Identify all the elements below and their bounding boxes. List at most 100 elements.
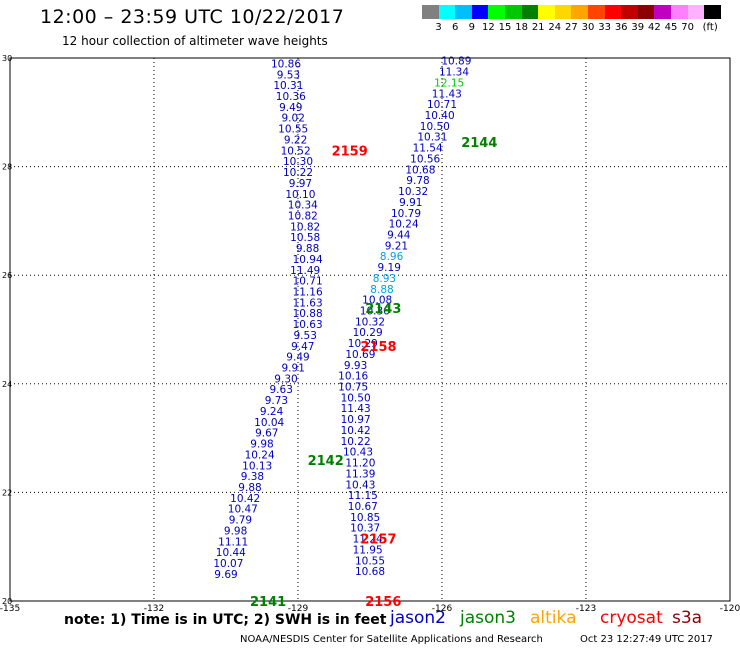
- satellite-altika: altika: [530, 608, 577, 628]
- wave-height-value: 11.11: [218, 536, 248, 548]
- pass-number-label: 2142: [308, 454, 344, 469]
- legend-swatch: [538, 5, 555, 19]
- wave-height-value: 10.69: [345, 349, 375, 361]
- wave-height-value: 10.47: [228, 504, 258, 516]
- wave-height-value: 9.44: [387, 229, 411, 241]
- wave-height-value: 9.98: [224, 525, 247, 537]
- wave-height-value: 11.39: [345, 468, 375, 480]
- wave-height-value: 9.88: [296, 243, 319, 255]
- legend-label: 45: [664, 22, 678, 33]
- legend-swatch: [554, 5, 572, 19]
- wave-height-value: 10.58: [290, 232, 320, 244]
- pass-number-label: 2158: [360, 340, 396, 355]
- wave-height-value: 9.91: [282, 363, 305, 375]
- wave-height-value: 11.34: [439, 67, 469, 79]
- wave-height-value: 10.94: [293, 254, 323, 266]
- wave-height-value: 10.36: [276, 91, 306, 103]
- legend-label: 6: [452, 22, 459, 33]
- pass-number-label: 2157: [360, 533, 396, 548]
- wave-height-value: 10.88: [293, 308, 323, 320]
- wave-height-value: 10.68: [405, 164, 435, 176]
- legend-label: 42: [648, 22, 661, 33]
- legend-label: 15: [498, 22, 512, 33]
- legend-swatch: [521, 5, 539, 19]
- legend-swatch: [471, 5, 489, 19]
- legend-label: 9: [468, 22, 475, 33]
- wave-height-value: 10.04: [254, 417, 284, 429]
- wave-height-value: 10.67: [348, 501, 378, 513]
- wave-height-value: 10.79: [391, 208, 421, 220]
- wave-height-value: 10.30: [283, 156, 313, 168]
- pass-number-label: 2156: [365, 595, 401, 610]
- legend-swatch: [587, 5, 605, 19]
- wave-height-value: 9.53: [294, 330, 317, 342]
- legend-swatch: [438, 5, 456, 19]
- wave-height-value: 9.53: [277, 69, 300, 81]
- satellite-jason3: jason3: [460, 608, 516, 628]
- wave-height-value: 9.91: [399, 197, 422, 209]
- legend-swatch: [455, 5, 472, 19]
- legend-swatch: [687, 5, 705, 19]
- timestamp: Oct 23 12:27:49 UTC 2017: [580, 634, 713, 645]
- wave-height-value: 10.13: [242, 460, 272, 472]
- wave-height-value: 10.32: [355, 316, 385, 328]
- wave-height-value: 11.15: [348, 490, 378, 502]
- wave-height-value: 9.24: [260, 406, 284, 418]
- y-tick-label: 20: [2, 597, 12, 606]
- wave-height-value: 10.50: [420, 121, 450, 133]
- y-tick-label: 30: [2, 54, 12, 63]
- wave-height-value: 10.42: [341, 425, 371, 437]
- wave-height-value: 10.16: [338, 371, 368, 383]
- wave-height-value: 9.88: [238, 482, 261, 494]
- wave-height-value: 9.67: [255, 428, 278, 440]
- wave-height-value: 8.93: [373, 273, 396, 285]
- x-tick-label: -126: [432, 604, 453, 614]
- wave-height-value: 11.16: [293, 286, 323, 298]
- pass-number-label: 2143: [365, 302, 401, 317]
- wave-height-value: 10.43: [343, 447, 373, 459]
- satellite-cryosat: cryosat: [600, 608, 663, 628]
- wave-height-value: 10.32: [398, 186, 428, 198]
- x-tick-label: -120: [720, 604, 740, 614]
- legend-swatch: [488, 5, 505, 19]
- legend-swatch: [621, 5, 638, 19]
- satellite-jason2: jason2: [390, 608, 446, 628]
- y-tick-label: 22: [2, 488, 12, 497]
- wave-height-value: 10.68: [355, 566, 385, 578]
- wave-height-value: 9.19: [378, 262, 401, 274]
- y-tick-label: 28: [2, 163, 12, 172]
- legend-label: 70: [681, 22, 694, 33]
- wave-height-value: 9.98: [250, 439, 273, 451]
- wave-height-value: 10.24: [389, 219, 419, 231]
- page-subtitle: 12 hour collection of altimeter wave hei…: [62, 34, 328, 48]
- wave-height-value: 10.29: [348, 338, 378, 350]
- wave-height-value: 10.08: [362, 295, 392, 307]
- legend-swatch: [637, 5, 655, 19]
- page-title: 12:00 – 23:59 UTC 10/22/2017: [40, 6, 345, 28]
- wave-height-value: 10.40: [425, 110, 455, 122]
- wave-height-value: 9.63: [270, 384, 293, 396]
- legend-label: 24: [548, 22, 562, 33]
- wave-height-value: 10.37: [350, 523, 380, 535]
- wave-height-value: 10.24: [245, 449, 275, 461]
- wave-height-value: 11.54: [413, 143, 443, 155]
- wave-height-value: 10.07: [213, 558, 243, 570]
- wave-height-value: 9.93: [344, 360, 367, 372]
- x-tick-label: -132: [144, 604, 164, 614]
- wave-height-value: 10.43: [345, 479, 375, 491]
- wave-height-value: 9.79: [229, 515, 252, 527]
- legend-label: 3: [435, 22, 442, 33]
- legend-swatch: [654, 5, 671, 19]
- wave-height-value: 11.43: [432, 88, 462, 100]
- legend-label: (ft): [702, 22, 718, 33]
- x-tick-label: -129: [288, 604, 309, 614]
- wave-height-value: 11.43: [341, 403, 371, 415]
- legend-label: 12: [482, 22, 495, 33]
- color-legend: [422, 5, 721, 19]
- wave-height-value: 10.44: [216, 547, 246, 559]
- wave-height-value: 10.97: [341, 414, 371, 426]
- wave-height-value: 10.63: [293, 319, 323, 331]
- color-legend-labels: 3 6 9 12 15 18 21 24 27 30 33 36 39 42 45 70 (ft): [422, 22, 740, 36]
- wave-height-value: 10.22: [341, 436, 371, 448]
